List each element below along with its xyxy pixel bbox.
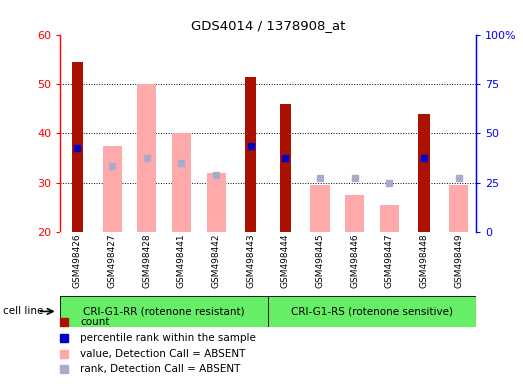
Text: cell line: cell line bbox=[3, 306, 43, 316]
Title: GDS4014 / 1378908_at: GDS4014 / 1378908_at bbox=[191, 19, 345, 32]
Text: value, Detection Call = ABSENT: value, Detection Call = ABSENT bbox=[80, 349, 245, 359]
Bar bbox=[280, 104, 291, 232]
Bar bbox=[207, 173, 225, 232]
Bar bbox=[268, 296, 476, 327]
Bar bbox=[103, 146, 122, 232]
Bar bbox=[345, 195, 364, 232]
Text: CRI-G1-RS (rotenone sensitive): CRI-G1-RS (rotenone sensitive) bbox=[291, 306, 453, 316]
Bar bbox=[72, 62, 83, 232]
Bar bbox=[449, 185, 468, 232]
Bar bbox=[245, 76, 256, 232]
Bar bbox=[137, 84, 156, 232]
Bar bbox=[311, 185, 329, 232]
Text: count: count bbox=[80, 316, 109, 327]
Bar bbox=[418, 114, 429, 232]
Bar bbox=[380, 205, 399, 232]
Bar bbox=[172, 134, 191, 232]
Text: CRI-G1-RR (rotenone resistant): CRI-G1-RR (rotenone resistant) bbox=[83, 306, 245, 316]
Bar bbox=[60, 296, 268, 327]
Text: rank, Detection Call = ABSENT: rank, Detection Call = ABSENT bbox=[80, 364, 240, 374]
Text: percentile rank within the sample: percentile rank within the sample bbox=[80, 333, 256, 343]
